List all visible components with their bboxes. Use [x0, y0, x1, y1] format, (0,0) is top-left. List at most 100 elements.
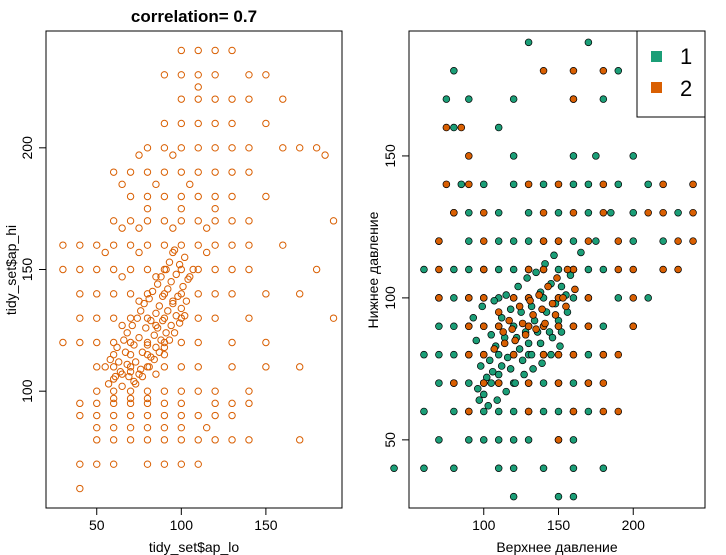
right-point-series-1	[550, 251, 558, 260]
left-point-series-1	[211, 95, 219, 103]
left-point-series-1	[109, 168, 118, 176]
left-point-series-1	[262, 71, 270, 79]
left-point-series-1	[109, 314, 118, 322]
left-point-series-1	[118, 273, 126, 281]
left-point-series-1	[109, 460, 118, 468]
left-point-series-1	[245, 95, 253, 103]
right-point-series-2	[569, 66, 578, 75]
right-point-series-2	[614, 237, 623, 245]
right-point-series-2	[659, 180, 667, 189]
left-point-series-1	[143, 192, 152, 201]
left-point-series-1	[228, 411, 236, 420]
right-point-series-2	[554, 379, 563, 387]
right-point-series-1	[599, 464, 608, 473]
left-point-series-1	[202, 248, 211, 257]
left-point-series-1	[211, 144, 219, 152]
right-point-series-1	[469, 314, 478, 322]
left-point-series-1	[160, 241, 169, 249]
left-point-series-1	[177, 241, 186, 249]
left-point-series-1	[109, 217, 118, 225]
left-point-series-1	[126, 192, 135, 201]
left-point-series-1	[162, 329, 170, 337]
left-point-series-1	[76, 411, 84, 420]
left-point-series-1	[123, 329, 131, 337]
left-point-series-1	[109, 290, 118, 298]
left-point-series-1	[177, 265, 186, 274]
right-y-tick-label: 150	[382, 144, 398, 168]
left-chart-title: correlation= 0.7	[131, 7, 257, 26]
right-point-series-1	[607, 208, 615, 217]
left-point-series-1	[169, 151, 177, 159]
right-point-series-1	[479, 436, 488, 444]
right-point-series-1	[435, 379, 443, 387]
right-point-series-1	[536, 339, 545, 348]
left-point-series-1	[167, 321, 175, 330]
right-point-series-2	[524, 180, 533, 189]
left-point-series-1	[262, 338, 270, 347]
right-point-series-1	[494, 407, 503, 416]
right-point-series-2	[479, 294, 488, 302]
right-point-series-1	[569, 379, 578, 387]
right-point-series-1	[644, 180, 652, 189]
left-y-tick-label: 200	[19, 136, 35, 160]
right-point-series-1	[557, 328, 566, 336]
left-point-series-1	[228, 119, 236, 128]
right-axis-ticks: 100 150 200 50 100 150	[382, 144, 645, 533]
right-point-series-1	[547, 350, 555, 359]
right-x-tick-label: 100	[472, 517, 496, 533]
left-point-series-1	[194, 217, 202, 225]
left-point-series-1	[329, 217, 338, 225]
right-point-series-1	[509, 95, 518, 103]
left-point-series-1	[194, 290, 202, 298]
left-point-series-1	[93, 460, 101, 468]
left-point-series-1	[76, 265, 84, 274]
left-point-series-1	[128, 321, 136, 330]
left-point-series-1	[126, 394, 135, 403]
left-point-series-1	[177, 423, 186, 432]
left-point-series-1	[211, 290, 219, 298]
legend-box	[636, 30, 706, 118]
left-point-series-1	[202, 423, 211, 432]
left-point-series-1	[245, 144, 253, 152]
left-point-series-1	[147, 316, 155, 325]
right-point-series-2	[479, 322, 488, 331]
right-point-series-1	[527, 350, 536, 359]
left-point-series-1	[143, 394, 152, 403]
left-point-series-1	[76, 484, 84, 493]
left-point-series-1	[180, 312, 189, 320]
left-point-series-1	[143, 411, 152, 420]
left-point-series-1	[143, 241, 152, 249]
right-point-series-1	[509, 265, 518, 274]
right-point-series-1	[584, 350, 593, 359]
left-point-series-1	[76, 338, 84, 347]
right-point-series-2	[599, 350, 608, 359]
left-point-series-1	[172, 270, 180, 279]
right-point-series-1	[506, 305, 515, 314]
left-point-series-1	[279, 95, 287, 103]
right-point-series-1	[420, 350, 428, 359]
right-point-series-2	[614, 265, 623, 274]
right-point-series-2	[465, 322, 473, 331]
left-point-series-1	[59, 265, 67, 274]
right-point-series-2	[465, 407, 473, 416]
left-point-series-1	[109, 387, 118, 395]
right-point-series-2	[479, 208, 488, 217]
right-point-series-1	[539, 407, 548, 416]
right-point-series-2	[569, 208, 578, 217]
right-point-series-1	[554, 208, 563, 217]
left-point-series-1	[135, 333, 143, 342]
right-point-series-1	[518, 356, 527, 365]
left-point-series-1	[296, 436, 304, 444]
left-point-series-1	[157, 273, 165, 281]
legend-swatch-1	[651, 51, 662, 62]
left-point-series-1	[109, 363, 118, 371]
left-point-series-1	[143, 423, 152, 432]
left-point-series-1	[121, 348, 130, 356]
right-point-series-1	[465, 265, 473, 274]
left-y-tick-label: 150	[19, 258, 35, 282]
right-point-series-1	[509, 152, 518, 160]
right-point-series-1	[487, 331, 495, 339]
left-point-series-1	[228, 241, 236, 249]
right-point-series-2	[554, 237, 563, 245]
left-point-series-1	[152, 180, 160, 189]
